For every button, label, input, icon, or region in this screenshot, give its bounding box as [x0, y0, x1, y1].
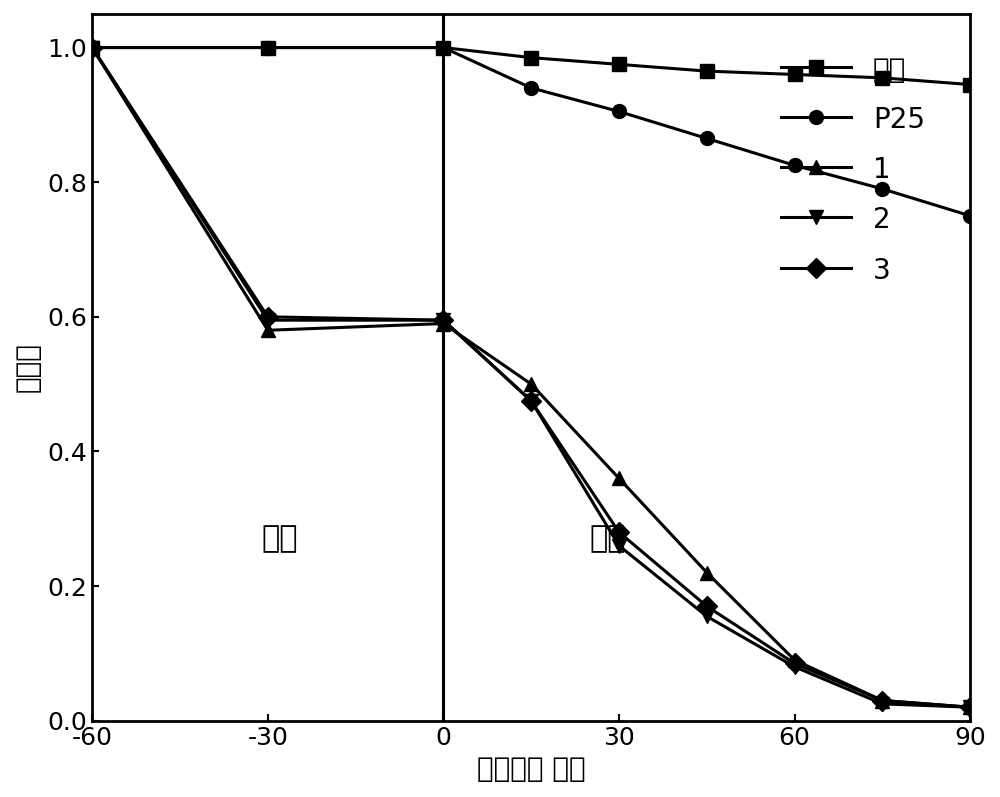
P25	[262, 43, 274, 53]
光解	[789, 69, 801, 79]
1	[613, 473, 625, 483]
Line: 2: 2	[85, 41, 977, 714]
P25	[613, 107, 625, 116]
P25	[964, 211, 976, 221]
光解	[86, 43, 98, 53]
光解	[262, 43, 274, 53]
光解	[701, 66, 713, 76]
P25	[525, 83, 537, 92]
P25	[86, 43, 98, 53]
3	[525, 396, 537, 406]
1	[262, 325, 274, 335]
2	[789, 662, 801, 672]
光解	[613, 60, 625, 69]
1	[525, 379, 537, 389]
1	[789, 655, 801, 665]
Text: 光照: 光照	[589, 524, 626, 553]
3	[701, 602, 713, 611]
1	[437, 319, 449, 328]
P25	[789, 160, 801, 170]
3	[789, 658, 801, 668]
2	[701, 611, 713, 621]
3	[613, 528, 625, 537]
2	[964, 702, 976, 712]
光解	[437, 43, 449, 53]
2	[876, 699, 888, 709]
Line: 3: 3	[85, 41, 977, 714]
3	[86, 43, 98, 53]
3	[876, 696, 888, 705]
Legend: 光解, P25, 1, 2, 3: 光解, P25, 1, 2, 3	[767, 42, 939, 299]
光解	[876, 73, 888, 83]
Text: 避光: 避光	[261, 524, 298, 553]
Y-axis label: 降解率: 降解率	[14, 343, 42, 392]
P25	[876, 184, 888, 194]
3	[964, 702, 976, 712]
3	[262, 312, 274, 321]
X-axis label: 时间（分 钟）: 时间（分 钟）	[477, 755, 586, 783]
2	[613, 541, 625, 551]
3	[437, 316, 449, 325]
光解	[525, 53, 537, 62]
Line: 光解: 光解	[85, 41, 977, 92]
Line: 1: 1	[85, 41, 977, 714]
2	[525, 396, 537, 406]
1	[701, 567, 713, 577]
P25	[437, 43, 449, 53]
1	[876, 696, 888, 705]
光解	[964, 80, 976, 89]
1	[964, 702, 976, 712]
2	[437, 316, 449, 325]
2	[262, 316, 274, 325]
Line: P25: P25	[85, 41, 977, 223]
1	[86, 43, 98, 53]
2	[86, 43, 98, 53]
P25	[701, 134, 713, 143]
